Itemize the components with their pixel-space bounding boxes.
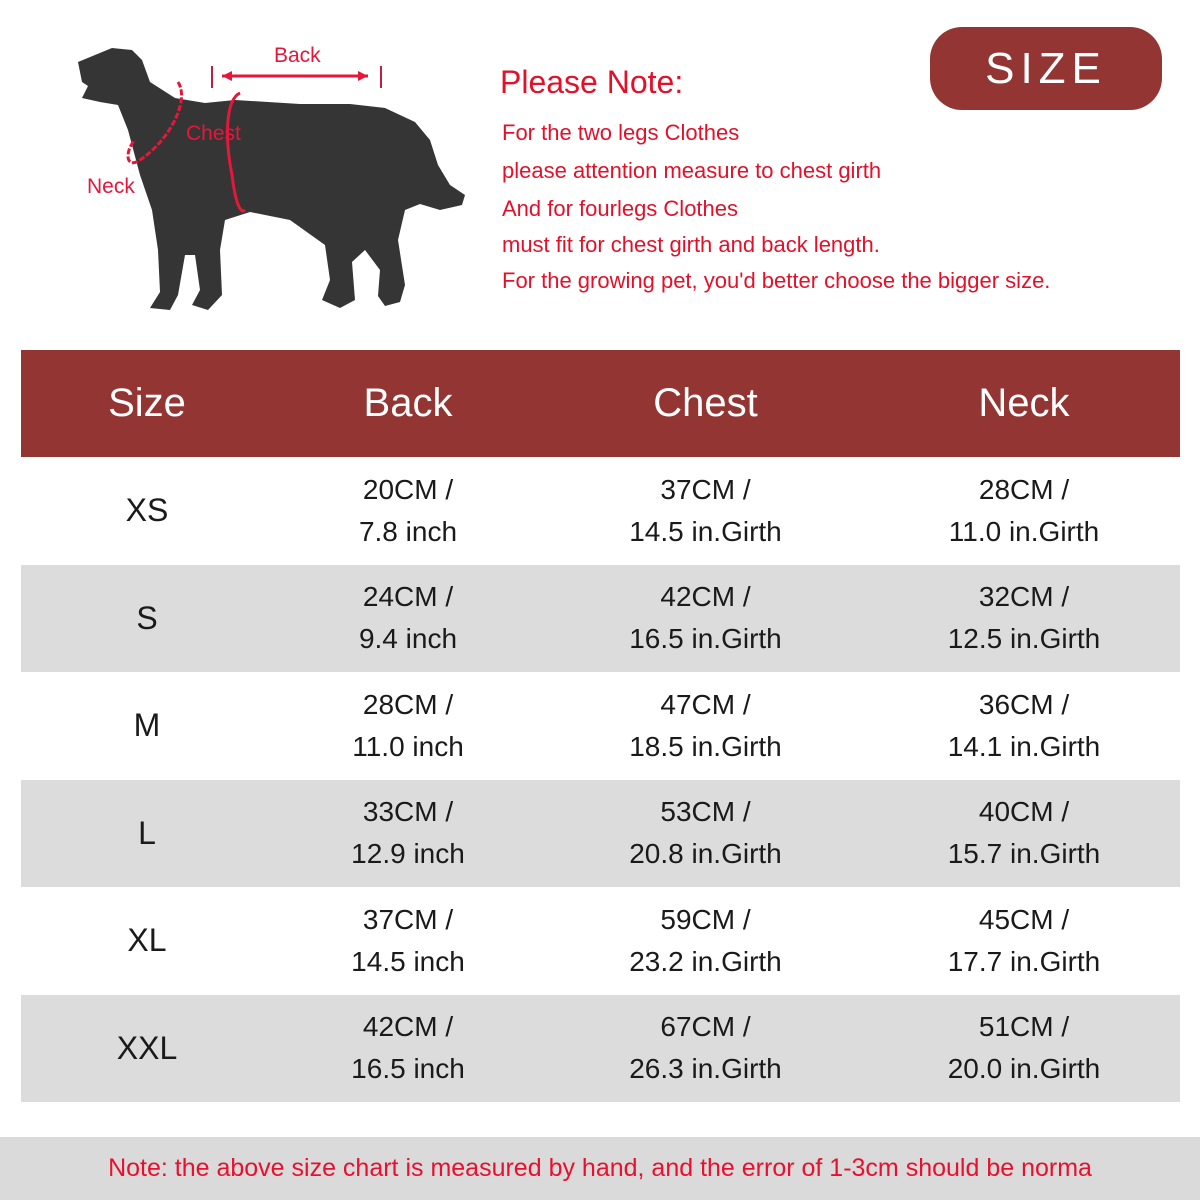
neck-label: Neck <box>87 175 135 198</box>
neck-cell-text: 12.5 in.Girth <box>947 623 1101 655</box>
neck-cell-text: 17.7 in.Girth <box>947 945 1101 977</box>
chest-cell-text: 26.3 in.Girth <box>629 1053 782 1085</box>
size-cell: XXL <box>21 1030 273 1067</box>
neck-cell-text: 36CM / <box>978 688 1070 720</box>
header-back: Back <box>363 381 453 425</box>
chest-cell-text: 42CM / <box>660 581 751 613</box>
size-cell: L <box>21 815 273 852</box>
neck-cell-text: 11.0 in.Girth <box>948 515 1100 547</box>
neck-cell: 28CM / 11.0 in.Girth <box>868 469 1180 553</box>
size-cell-text: S <box>136 599 158 636</box>
back-label: Back <box>274 44 321 67</box>
header-neck: Neck <box>978 381 1070 425</box>
size-cell: S <box>21 600 273 637</box>
back-cell-text: 12.9 inch <box>351 838 465 870</box>
back-cell-text: 42CM / <box>362 1011 454 1043</box>
neck-cell-text: 40CM / <box>978 796 1070 828</box>
back-cell-text: 33CM / <box>362 796 454 828</box>
header-size: Size <box>108 381 186 425</box>
chest-cell-text: 16.5 in.Girth <box>629 623 782 655</box>
neck-cell: 51CM / 20.0 in.Girth <box>868 1006 1180 1090</box>
note-line: And for fourlegs Clothes <box>502 196 739 221</box>
chest-cell-text: 20.8 in.Girth <box>629 838 782 870</box>
back-cell: 20CM / 7.8 inch <box>273 469 543 553</box>
dog-measurement-diagram <box>78 48 465 310</box>
note-line: please attention measure to chest girth <box>502 158 882 183</box>
chest-cell-text: 14.5 in.Girth <box>629 515 782 547</box>
size-cell-text: XS <box>125 492 169 529</box>
chest-cell: 67CM / 26.3 in.Girth <box>543 1006 868 1090</box>
chest-cell-text: 23.2 in.Girth <box>629 945 782 977</box>
neck-measure-arc <box>126 81 184 164</box>
chest-measure-arc <box>225 91 247 213</box>
size-cell-text: L <box>138 814 156 851</box>
back-cell-text: 9.4 inch <box>358 623 458 655</box>
size-cell: XL <box>21 922 273 959</box>
back-cell: 42CM / 16.5 inch <box>273 1006 543 1090</box>
neck-cell-text: 20.0 in.Girth <box>947 1053 1101 1085</box>
chest-cell: 37CM / 14.5 in.Girth <box>543 469 868 553</box>
note-line: For the growing pet, you'd better choose… <box>502 268 1051 293</box>
neck-cell-text: 51CM / <box>978 1011 1070 1043</box>
chest-cell-text: 59CM / <box>660 903 751 935</box>
back-cell-text: 24CM / <box>362 581 454 613</box>
table-row: XS 20CM / 7.8 inch 37CM / 14.5 in.Girth 28CM … <box>21 457 1180 565</box>
size-cell-text: XXL <box>116 1029 178 1066</box>
back-cell: 28CM / 11.0 inch <box>273 684 543 768</box>
back-cell: 37CM / 14.5 inch <box>273 899 543 983</box>
size-cell: XS <box>21 492 273 529</box>
chest-cell: 42CM / 16.5 in.Girth <box>543 576 868 660</box>
chest-cell-text: 18.5 in.Girth <box>629 730 782 762</box>
chest-cell-text: 47CM / <box>660 688 751 720</box>
dog-silhouette <box>78 48 465 310</box>
back-cell-text: 16.5 inch <box>351 1053 465 1085</box>
header-chest: Chest <box>653 381 758 425</box>
size-cell-text: M <box>133 707 161 744</box>
footer-note: Note: the above size chart is measured b… <box>0 1137 1200 1200</box>
note-title: Please Note: <box>500 64 684 100</box>
neck-cell-text: 15.7 in.Girth <box>947 838 1101 870</box>
back-cell: 24CM / 9.4 inch <box>273 576 543 660</box>
table-row: M 28CM / 11.0 inch 47CM / 18.5 in.Girth 36CM … <box>21 672 1180 780</box>
back-cell-text: 20CM / <box>362 473 454 505</box>
back-cell-text: 7.8 inch <box>358 515 458 547</box>
back-cell: 33CM / 12.9 inch <box>273 791 543 875</box>
neck-cell: 32CM / 12.5 in.Girth <box>868 576 1180 660</box>
back-cell-text: 11.0 inch <box>352 730 464 762</box>
chest-label: Chest <box>186 122 241 145</box>
table-header: Size Back Chest Neck <box>21 350 1180 457</box>
neck-cell: 45CM / 17.7 in.Girth <box>868 899 1180 983</box>
neck-cell-text: 45CM / <box>978 903 1070 935</box>
table-row: XL 37CM / 14.5 inch 59CM / 23.2 in.Girth 45CM… <box>21 887 1180 995</box>
size-table: Size Back Chest Neck XS 20CM / 7.8 inch 37C… <box>21 350 1180 1102</box>
table-row: XXL 42CM / 16.5 inch 67CM / 26.3 in.Girth 51C… <box>21 994 1180 1102</box>
neck-cell: 40CM / 15.7 in.Girth <box>868 791 1180 875</box>
chest-cell: 47CM / 18.5 in.Girth <box>543 684 868 768</box>
back-cell-text: 14.5 inch <box>351 945 465 977</box>
neck-cell: 36CM / 14.1 in.Girth <box>868 684 1180 768</box>
neck-cell-text: 28CM / <box>978 473 1070 505</box>
size-badge: SIZE <box>930 27 1162 110</box>
note-line: must fit for chest girth and back length… <box>502 232 880 257</box>
table-row: S 24CM / 9.4 inch 42CM / 16.5 in.Girth 32CM /… <box>21 564 1180 672</box>
table-row: L 33CM / 12.9 inch 53CM / 20.8 in.Girth 40CM … <box>21 779 1180 887</box>
chest-cell: 59CM / 23.2 in.Girth <box>543 899 868 983</box>
chest-cell-text: 53CM / <box>660 796 751 828</box>
neck-cell-text: 32CM / <box>978 581 1070 613</box>
size-cell-text: XL <box>127 922 167 959</box>
chest-cell-text: 37CM / <box>660 473 751 505</box>
back-cell-text: 28CM / <box>362 688 454 720</box>
chest-cell-text: 67CM / <box>660 1011 751 1043</box>
note-line: For the two legs Clothes <box>502 120 740 145</box>
neck-cell-text: 14.1 in.Girth <box>947 730 1101 762</box>
size-cell: M <box>21 707 273 744</box>
chest-cell: 53CM / 20.8 in.Girth <box>543 791 868 875</box>
back-cell-text: 37CM / <box>362 903 454 935</box>
